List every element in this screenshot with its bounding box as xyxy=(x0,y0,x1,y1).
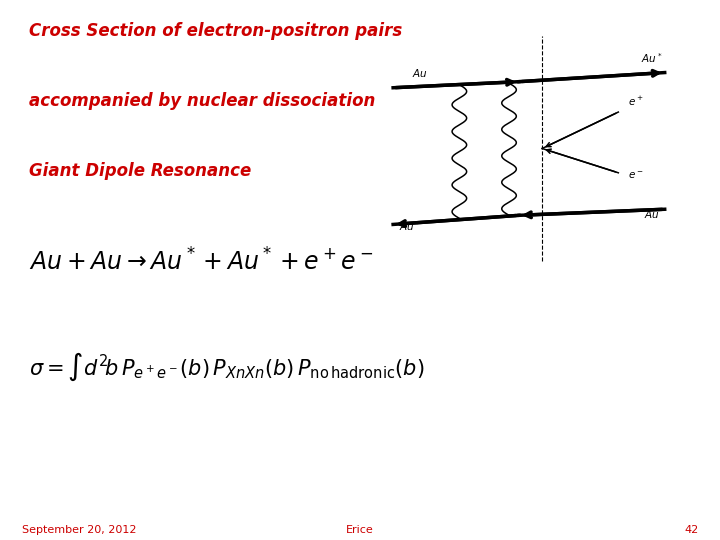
Text: $e^-$: $e^-$ xyxy=(629,170,644,181)
Text: $\sigma = \int d^2\!b\, P_{e^+e^-}(b)\, P_{XnXn}(b)\, P_{\rm no\,hadronic}(b)$: $\sigma = \int d^2\!b\, P_{e^+e^-}(b)\, … xyxy=(29,351,424,383)
Text: $Au$: $Au$ xyxy=(644,208,660,220)
Text: Erice: Erice xyxy=(346,524,374,535)
Text: $Au^*$: $Au^*$ xyxy=(641,52,662,65)
Text: September 20, 2012: September 20, 2012 xyxy=(22,524,136,535)
Text: Giant Dipole Resonance: Giant Dipole Resonance xyxy=(29,162,251,180)
Text: $Au + Au \rightarrow Au^* + Au^* + e^+e^-$: $Au + Au \rightarrow Au^* + Au^* + e^+e^… xyxy=(29,248,374,275)
Text: $e^+$: $e^+$ xyxy=(629,95,644,108)
Text: $Au$: $Au$ xyxy=(412,67,428,79)
Text: accompanied by nuclear dissociation: accompanied by nuclear dissociation xyxy=(29,92,375,110)
Text: 42: 42 xyxy=(684,524,698,535)
Text: Cross Section of electron-positron pairs: Cross Section of electron-positron pairs xyxy=(29,22,402,39)
Text: $Au^*$: $Au^*$ xyxy=(399,219,420,233)
